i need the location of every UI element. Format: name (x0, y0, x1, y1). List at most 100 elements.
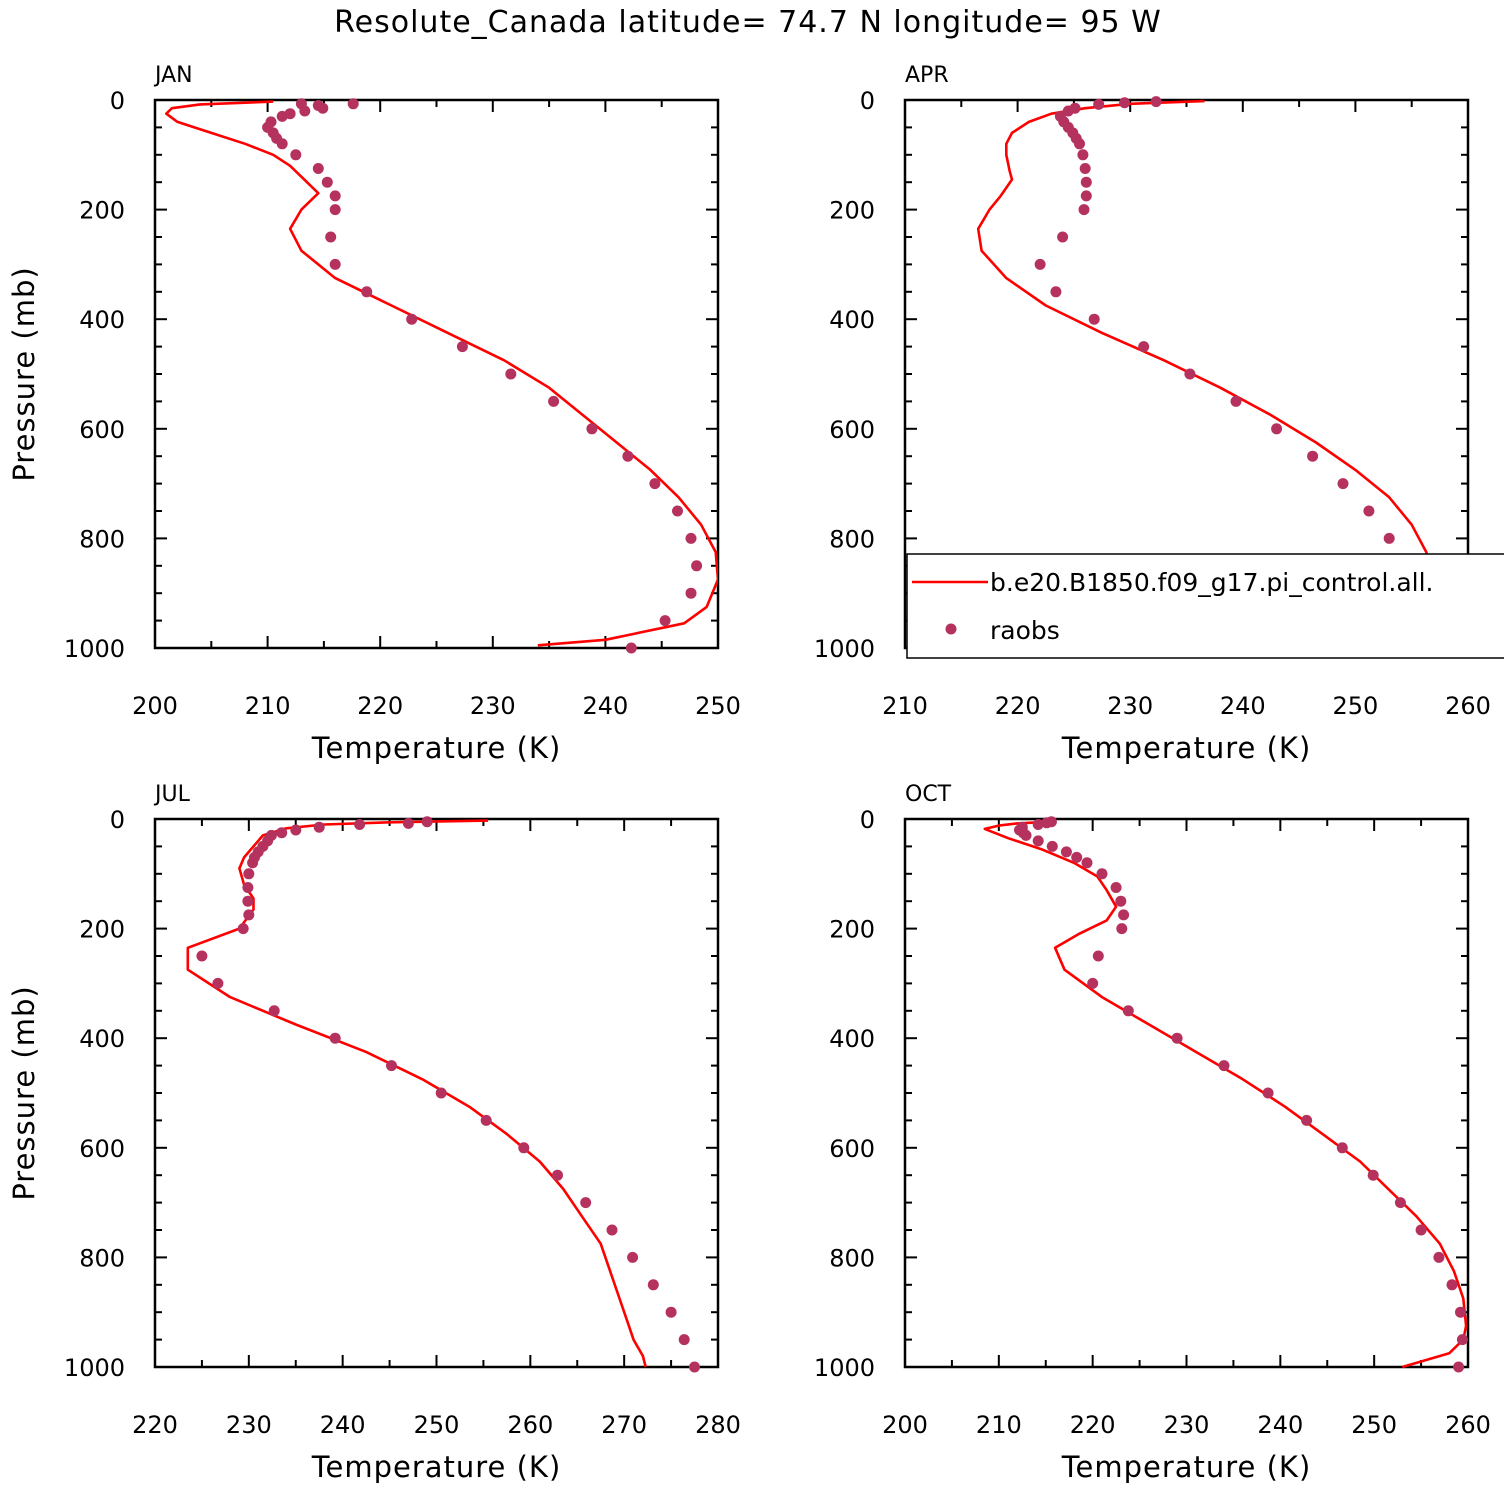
raobs-point (1455, 1306, 1466, 1318)
x-tick-label: 250 (414, 1411, 460, 1439)
raobs-point (329, 258, 341, 270)
raobs-point (1301, 1114, 1313, 1126)
raobs-point (1116, 923, 1128, 935)
x-tick-label: 240 (320, 1411, 366, 1439)
data-layer (165, 98, 718, 654)
raobs-point (685, 587, 697, 599)
raobs-point (1032, 835, 1044, 847)
raobs-point (1020, 829, 1032, 841)
raobs-point (290, 149, 302, 161)
x-tick-label: 260 (1445, 692, 1491, 720)
raobs-point (1110, 882, 1122, 893)
y-tick-label: 200 (79, 916, 125, 944)
raobs-point (1081, 857, 1093, 869)
x-axis-label: Temperature (K) (311, 731, 562, 765)
raobs-point (659, 615, 671, 627)
x-tick-label: 250 (1332, 692, 1378, 720)
raobs-point (622, 450, 634, 462)
x-tick-label: 210 (245, 692, 291, 720)
x-tick-label: 210 (976, 1411, 1022, 1439)
raobs-point (347, 98, 359, 110)
raobs-point (317, 102, 329, 114)
raobs-point (402, 817, 414, 829)
x-tick-label: 220 (357, 692, 403, 720)
raobs-point (518, 1142, 530, 1154)
raobs-point (1088, 313, 1100, 325)
raobs-point (1394, 1197, 1406, 1209)
raobs-point (329, 190, 341, 202)
panel-label: JAN (153, 63, 193, 88)
raobs-point (1046, 840, 1058, 852)
raobs-point (548, 395, 560, 407)
raobs-point (313, 821, 325, 833)
raobs-point (456, 341, 468, 353)
raobs-point (1119, 97, 1131, 109)
raobs-point (1118, 909, 1130, 921)
y-tick-label: 400 (829, 306, 875, 334)
raobs-point (325, 231, 337, 243)
x-tick-label: 220 (1070, 1411, 1116, 1439)
raobs-point (1060, 846, 1072, 858)
x-tick-label: 240 (1220, 692, 1266, 720)
panel-jan: 200 210 220 230 240 250 0 200 400 600 800 1000 JAN Te… (7, 63, 741, 765)
y-tick-label: 1000 (814, 635, 875, 663)
raobs-point (354, 819, 366, 830)
raobs-point (1071, 851, 1083, 863)
raobs-point (1456, 1334, 1468, 1346)
y-tick-label: 800 (829, 1244, 875, 1272)
plot-frame (903, 817, 1470, 1369)
raobs-point (1032, 819, 1044, 830)
raobs-point (237, 923, 249, 935)
x-axis-label: Temperature (K) (1061, 1450, 1312, 1484)
raobs-point (625, 642, 637, 654)
raobs-point (685, 532, 697, 544)
raobs-point (1336, 1142, 1348, 1154)
raobs-point (1363, 505, 1375, 517)
y-tick-label: 200 (79, 197, 125, 225)
y-tick-label: 1000 (64, 1354, 125, 1382)
raobs-point (290, 824, 302, 836)
x-tick-label: 220 (995, 692, 1041, 720)
y-tick-label: 200 (829, 197, 875, 225)
y-tick-label: 600 (829, 1135, 875, 1163)
raobs-point (329, 1032, 341, 1044)
plot-frame (153, 98, 720, 650)
panel-label: APR (905, 63, 949, 88)
raobs-point (1122, 1005, 1134, 1017)
raobs-point (247, 857, 259, 869)
raobs-point (480, 1114, 492, 1126)
raobs-point (1433, 1251, 1445, 1263)
x-tick-label: 240 (582, 692, 628, 720)
y-tick-label: 600 (79, 1135, 125, 1163)
raobs-point (1446, 1279, 1458, 1291)
raobs-point (1077, 149, 1089, 161)
raobs-point (243, 909, 255, 921)
data-layer (186, 816, 700, 1373)
raobs-point (276, 110, 288, 122)
raobs-point (212, 977, 224, 989)
x-tick-label: 280 (695, 1411, 741, 1439)
raobs-point (276, 827, 288, 839)
raobs-point (552, 1169, 563, 1181)
raobs-point (1218, 1060, 1230, 1072)
raobs-point (1078, 204, 1090, 216)
raobs-point (242, 882, 254, 893)
raobs-point (1184, 368, 1196, 380)
figure-title: Resolute_Canada latitude= 74.7 N longitu… (334, 5, 1162, 40)
y-tick-label: 0 (110, 87, 125, 115)
raobs-point (1415, 1224, 1427, 1236)
raobs-point (689, 1361, 700, 1373)
panel-label: JUL (153, 782, 191, 807)
model-profile-line (186, 819, 647, 1368)
panel-jul: 220 230 240 250 260 270 280 0 200 400 600 800 1000 JU… (7, 782, 741, 1484)
x-tick-label: 260 (507, 1411, 553, 1439)
raobs-point (386, 1060, 397, 1072)
raobs-point (1230, 395, 1242, 407)
raobs-point (1262, 1087, 1274, 1099)
legend-box (906, 553, 1504, 659)
raobs-point (691, 560, 703, 572)
raobs-point (1041, 817, 1053, 829)
raobs-point (299, 105, 311, 117)
model-profile-line (983, 820, 1468, 1369)
y-tick-label: 800 (79, 525, 125, 553)
